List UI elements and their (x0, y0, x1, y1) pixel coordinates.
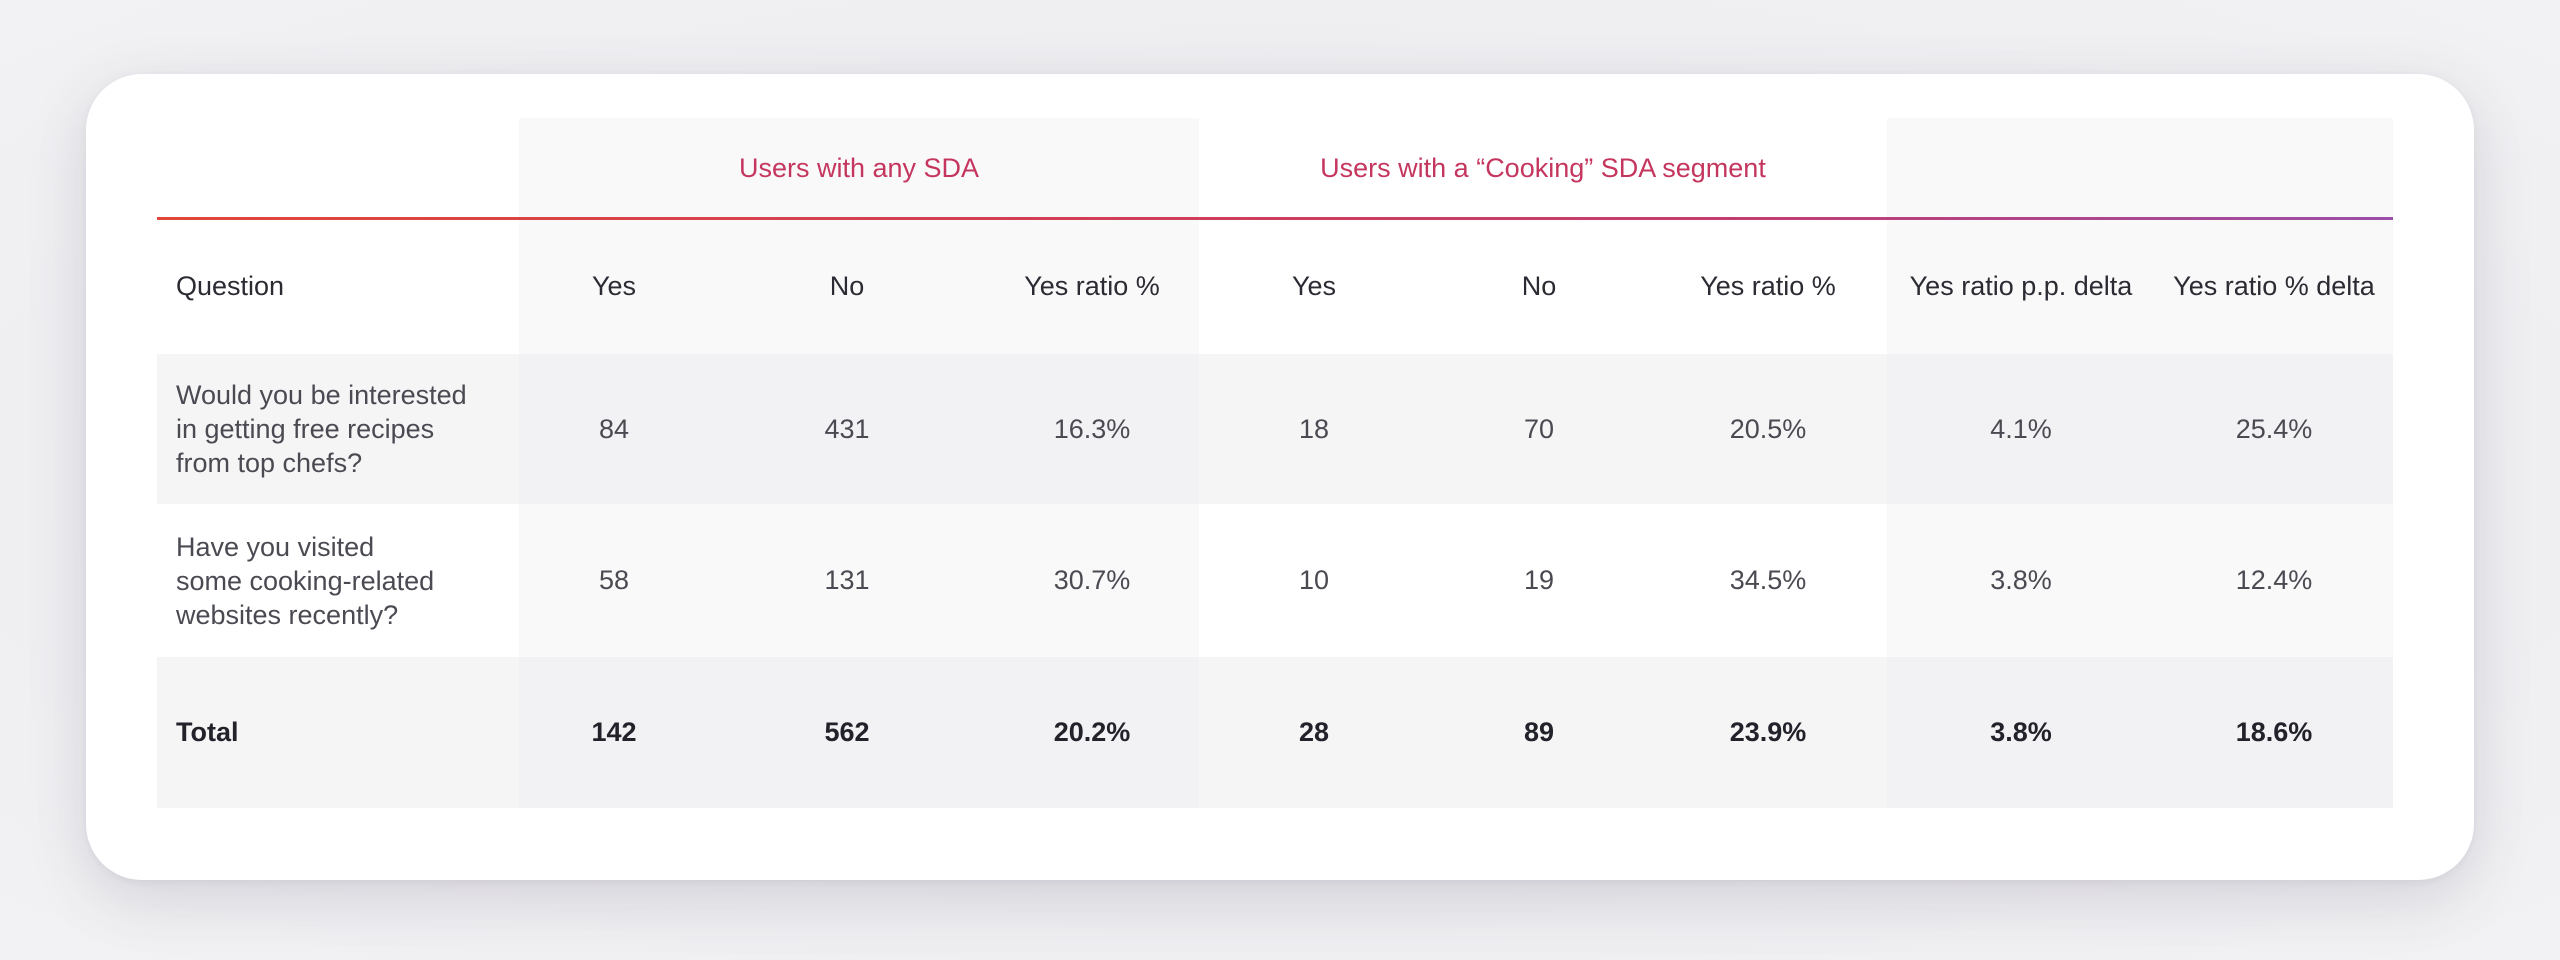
total-any-yes-ratio: 20.2% (1053, 717, 1131, 747)
row-1-percent-delta: 25.4% (2235, 413, 2313, 444)
row-1-cooking-yes: 18 (1298, 413, 1330, 444)
group-header-any-sda: Users with any SDA (738, 152, 980, 183)
row-1-cooking-yes-ratio: 20.5% (1729, 413, 1807, 444)
column-header-cooking-yes: Yes (1291, 270, 1337, 301)
data-table: Users with any SDA Users with a “Cooking… (157, 118, 2393, 808)
column-header-any-yes: Yes (591, 270, 637, 301)
row-1-cooking-no: 70 (1523, 413, 1555, 444)
row-2-cooking-no: 19 (1523, 565, 1555, 595)
column-header-cooking-no: No (1521, 270, 1557, 301)
column-header-any-no: No (829, 270, 865, 301)
total-label: Total (176, 717, 239, 747)
header-divider (157, 217, 2393, 220)
row-2-pp-delta: 3.8% (1990, 565, 2052, 595)
total-cooking-yes: 28 (1298, 717, 1330, 747)
row-2-any-yes-ratio: 30.7% (1053, 565, 1131, 595)
column-header-question: Question (176, 270, 285, 301)
column-header-pp-delta: Yes ratio p.p. delta (1909, 270, 2133, 301)
row-2-cooking-yes: 10 (1298, 565, 1330, 595)
total-pp-delta: 3.8% (1990, 717, 2052, 747)
row-1-any-yes-ratio: 16.3% (1053, 413, 1131, 444)
row-2-any-no: 131 (824, 565, 870, 595)
row-2-percent-delta: 12.4% (2235, 565, 2313, 595)
total-cooking-no: 89 (1523, 717, 1555, 747)
row-1-question: Would you be interested in getting free … (176, 380, 467, 478)
total-cooking-yes-ratio: 23.9% (1729, 717, 1807, 747)
total-row-shade (157, 657, 2393, 808)
row-1-any-yes: 84 (598, 413, 630, 444)
row-1-pp-delta: 4.1% (1990, 413, 2052, 444)
total-any-yes: 142 (591, 717, 637, 747)
column-header-any-yes-ratio: Yes ratio % (1024, 270, 1160, 301)
total-any-no: 562 (824, 717, 870, 747)
row-2-cooking-yes-ratio: 34.5% (1729, 565, 1807, 595)
column-header-cooking-yes-ratio: Yes ratio % (1700, 270, 1836, 301)
group-header-cooking-sda: Users with a “Cooking” SDA segment (1320, 152, 1766, 183)
row-1-shade (157, 354, 2393, 504)
total-percent-delta: 18.6% (2235, 717, 2313, 747)
row-2-question: Have you visited some cooking-related we… (176, 531, 435, 630)
row-2-any-yes: 58 (598, 565, 630, 595)
row-1-any-no: 431 (824, 413, 870, 444)
column-header-percent-delta: Yes ratio % delta (2173, 270, 2375, 301)
table-card: Users with any SDA Users with a “Cooking… (86, 74, 2474, 880)
